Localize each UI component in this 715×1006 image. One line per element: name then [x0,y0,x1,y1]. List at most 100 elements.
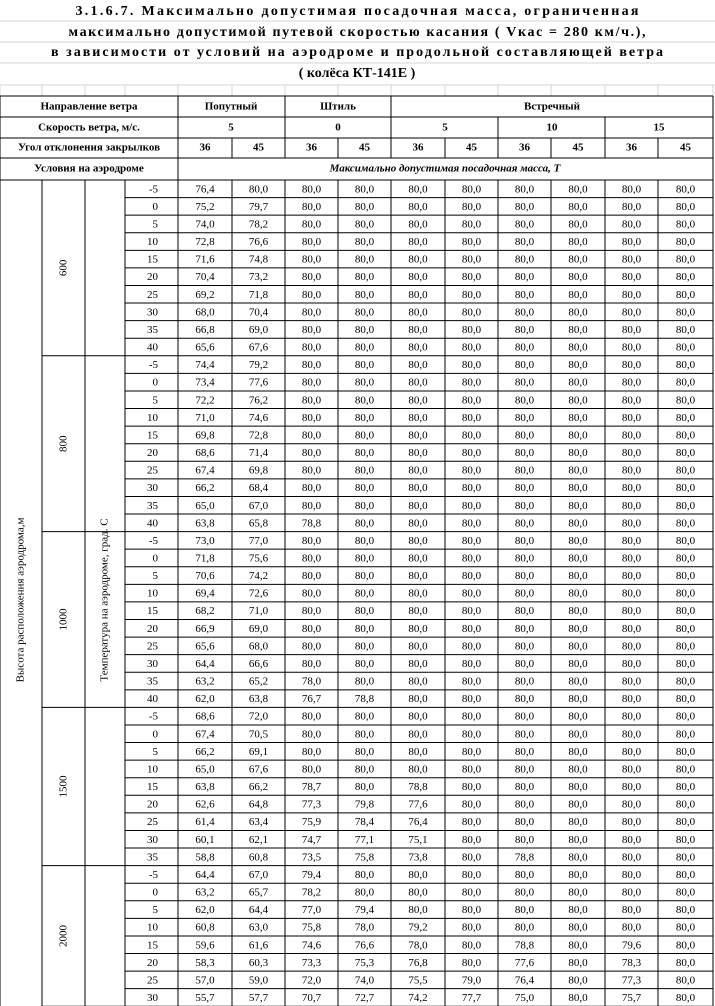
mass-value: 80,0 [462,342,482,354]
mass-value: 79,4 [355,904,375,916]
mass-value: 80,0 [355,746,375,758]
temperature: 25 [147,289,159,301]
title-line: в зависимости от условий на аэродроме и … [51,45,663,60]
mass-value: 80,0 [462,377,482,389]
mass-value: 80,0 [302,640,322,652]
temperature: 30 [147,482,159,494]
mass-value: 80,0 [408,482,428,494]
mass-value: 80,0 [462,447,482,459]
mass-value: 80,0 [676,869,696,881]
mass-value: 80,0 [676,359,696,371]
mass-value: 65,7 [249,887,269,899]
mass-value: 80,0 [302,306,322,318]
mass-value: 75,8 [302,922,322,934]
mass-value: 75,6 [249,553,269,565]
flap-angle: 45 [466,142,478,154]
mass-value: 72,2 [195,394,214,406]
mass-value: 80,0 [568,183,588,195]
mass-value: 80,0 [515,623,535,635]
wind-speed: 15 [654,122,666,134]
temperature: 0 [153,887,159,899]
mass-value: 80,0 [676,429,696,441]
mass-value: 80,0 [622,500,642,512]
mass-value: 80,0 [568,324,588,336]
mass-value: 80,0 [462,623,482,635]
temperature: 30 [147,992,159,1004]
mass-value: 72,0 [249,711,269,723]
mass-value: 76,4 [195,183,215,195]
flap-angle: 45 [573,142,585,154]
mass-value: 80,0 [568,254,588,266]
mass-value: 80,0 [408,887,428,899]
mass-value: 80,0 [622,711,642,723]
mass-value: 75,1 [408,834,427,846]
mass-value: 80,0 [515,465,535,477]
mass-value: 65,6 [195,342,215,354]
mass-value: 80,0 [622,394,642,406]
mass-value: 80,0 [302,183,322,195]
mass-value: 80,0 [408,377,428,389]
mass-value: 80,0 [622,342,642,354]
mass-value: 80,0 [408,236,428,248]
mass-value: 80,0 [355,623,375,635]
mass-value: 68,6 [195,711,215,723]
mass-value: 57,7 [249,992,269,1004]
mass-value: 80,0 [515,711,535,723]
mass-value: 63,8 [249,693,269,705]
mass-value: 80,0 [408,254,428,266]
mass-value: 80,0 [622,465,642,477]
mass-value: 80,0 [568,623,588,635]
mass-value: 80,0 [355,465,375,477]
mass-value: 74,4 [195,359,215,371]
wind-speed: 10 [547,122,559,134]
mass-value: 80,0 [622,869,642,881]
mass-value: 80,0 [302,763,322,775]
mass-value: 77,6 [515,957,535,969]
mass-value: 80,0 [462,693,482,705]
mass-value: 80,0 [515,289,535,301]
mass-value: 80,0 [462,201,482,213]
height-label: Высота расположения аэродрома,м [15,518,27,683]
mass-value: 66,2 [249,781,268,793]
mass-value: 80,0 [676,904,696,916]
mass-value: 63,4 [249,816,269,828]
mass-value: 80,0 [515,887,535,899]
mass-value: 76,7 [302,693,322,705]
mass-value: 80,0 [568,218,588,230]
mass-value: 80,0 [355,517,375,529]
mass-value: 80,0 [515,324,535,336]
mass-value: 80,0 [515,834,535,846]
mass-value: 70,4 [195,271,215,283]
mass-value: 80,0 [568,306,588,318]
mass-value: 80,0 [515,746,535,758]
mass-value: 80,0 [355,588,375,600]
mass-value: 80,0 [302,746,322,758]
mass-value: 80,0 [408,394,428,406]
mass-value: 80,0 [408,324,428,336]
mass-value: 80,0 [622,728,642,740]
mass-value: 80,0 [302,728,322,740]
mass-value: 80,0 [568,974,588,986]
mass-value: 80,0 [355,359,375,371]
temperature: 20 [147,799,159,811]
mass-value: 79,0 [462,974,482,986]
mass-value: 80,0 [462,183,482,195]
mass-value: 80,0 [462,429,482,441]
mass-value: 72,0 [302,974,322,986]
mass-value: 80,0 [408,412,428,424]
mass-value: 57,0 [195,974,215,986]
mass-value: 80,0 [462,412,482,424]
mass-value: 80,0 [462,500,482,512]
mass-value: 67,6 [249,763,269,775]
mass-value: 80,0 [515,412,535,424]
mass-value: 80,0 [462,658,482,670]
temperature: 5 [153,394,159,406]
mass-value: 71,6 [195,254,215,266]
title-line: ( колёса КТ-141Е ) [299,66,416,81]
mass-value: 80,0 [568,887,588,899]
mass-value: 80,0 [676,201,696,213]
mass-value: 80,0 [408,746,428,758]
mass-value: 80,0 [302,359,322,371]
mass-value: 70,5 [249,728,269,740]
mass-value: 80,0 [676,711,696,723]
